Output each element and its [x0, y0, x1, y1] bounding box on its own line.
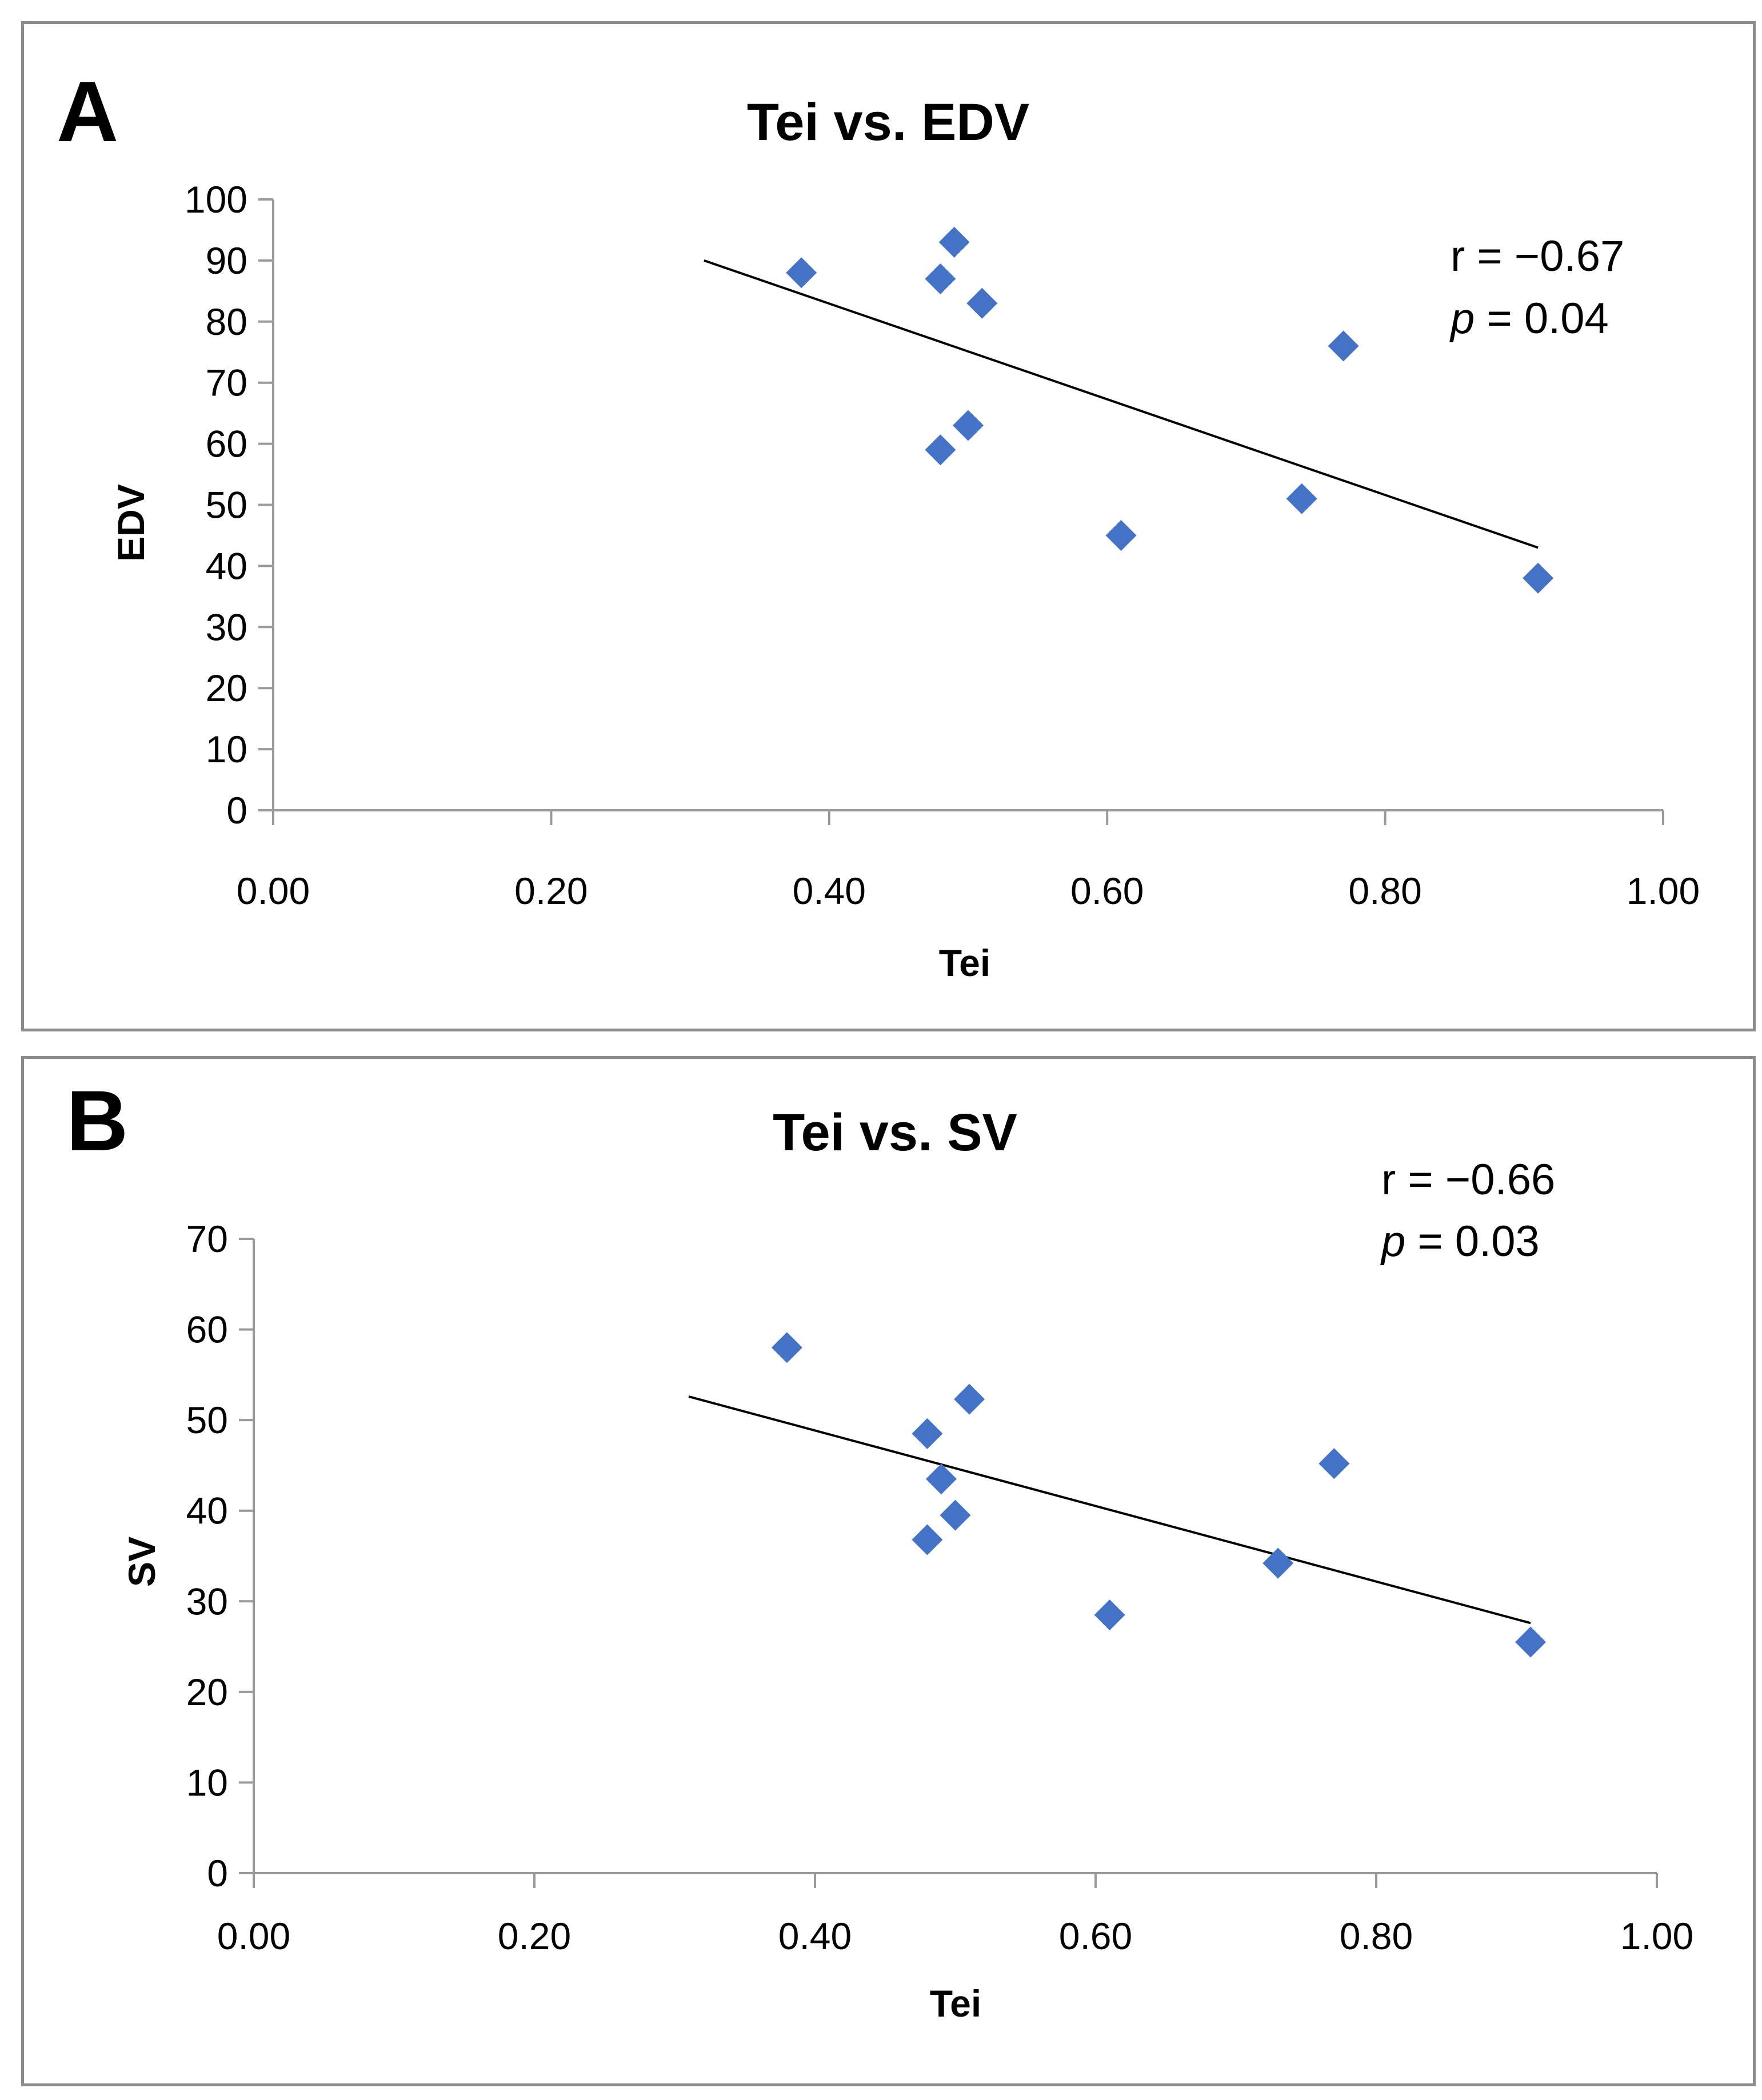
data-point-marker — [912, 1418, 943, 1449]
data-point-marker — [940, 1499, 971, 1531]
data-point-marker — [1262, 1547, 1294, 1579]
data-point-marker — [1286, 483, 1317, 514]
p-value-text-b: = 0.03 — [1405, 1217, 1540, 1266]
chart-panel-b: B Tei vs. SV 0 10 20 30 40 50 60 70 0.00 0.20 0.40… — [21, 1056, 1756, 2086]
y-tick-label: 50 — [186, 1399, 228, 1441]
y-tick-label: 10 — [186, 1761, 228, 1803]
y-tick-label: 60 — [186, 1309, 228, 1351]
data-point-marker — [1105, 519, 1137, 551]
x-tick-label: 0.80 — [1340, 1915, 1413, 1957]
x-tick-label: 0.40 — [778, 1915, 852, 1957]
y-axis-label-a: EDV — [110, 484, 152, 562]
y-tick-label: 20 — [186, 1671, 228, 1713]
plot-area-a: 0 10 20 30 40 50 60 70 80 90 100 0.00 0.20 0.40 0.60 0.… — [185, 178, 1700, 912]
y-tick-label: 0 — [226, 789, 247, 831]
x-axis-label-b: Tei — [930, 1982, 981, 2025]
data-point-marker — [771, 1332, 802, 1363]
p-symbol-a: p — [1449, 294, 1475, 343]
trendline — [704, 259, 1539, 549]
y-tick-label: 70 — [186, 1218, 228, 1260]
chart-b-svg: B Tei vs. SV 0 10 20 30 40 50 60 70 0.00 0.20 0.40… — [66, 1073, 1694, 2025]
x-axis-label-a: Tei — [939, 942, 990, 984]
chart-title-b: Tei vs. SV — [773, 1103, 1017, 1162]
y-tick-label: 40 — [186, 1490, 228, 1532]
panel-label-a: A — [57, 63, 118, 159]
y-axis-label-b: SV — [121, 1537, 163, 1587]
p-value-b: p = 0.03 — [1380, 1217, 1540, 1266]
correlation-r-a: r = −0.67 — [1451, 232, 1624, 281]
data-point-marker — [953, 410, 984, 441]
data-point-marker — [966, 287, 998, 319]
data-point-marker — [1328, 330, 1359, 362]
x-tick-label: 0.20 — [514, 870, 588, 912]
y-tick-label: 60 — [206, 423, 247, 465]
x-tick-label: 1.00 — [1627, 870, 1700, 912]
p-value-text-a: = 0.04 — [1475, 294, 1609, 343]
y-tick-label: 30 — [186, 1580, 228, 1622]
chart-panel-a: A Tei vs. EDV 0 10 20 30 40 50 60 70 80 90 100 0.00… — [21, 21, 1756, 1031]
data-point-marker — [938, 226, 970, 258]
data-point-marker — [1318, 1448, 1350, 1479]
x-tick-label: 0.60 — [1070, 870, 1144, 912]
y-tick-label: 0 — [207, 1852, 228, 1894]
y-tick-label: 70 — [206, 362, 247, 404]
y-tick-label: 40 — [206, 545, 247, 587]
data-point-marker — [1515, 1626, 1547, 1658]
x-tick-label: 0.00 — [237, 870, 310, 912]
y-tick-label: 50 — [206, 484, 247, 526]
x-tick-label: 0.00 — [217, 1915, 290, 1957]
panel-label-b: B — [66, 1073, 128, 1169]
data-point-marker — [1094, 1599, 1125, 1631]
data-point-marker — [925, 434, 956, 466]
x-tick-label: 0.80 — [1348, 870, 1421, 912]
x-tick-label: 0.20 — [498, 1915, 571, 1957]
x-tick-label: 0.40 — [793, 870, 866, 912]
p-symbol-b: p — [1380, 1217, 1405, 1266]
data-point-marker — [912, 1524, 943, 1555]
correlation-r-b: r = −0.66 — [1381, 1155, 1555, 1204]
y-tick-label: 30 — [206, 606, 247, 648]
trendline — [688, 1395, 1531, 1625]
data-point-marker — [925, 263, 956, 294]
chart-a-svg: A Tei vs. EDV 0 10 20 30 40 50 60 70 80 90 100 0.00… — [57, 63, 1700, 984]
p-value-a: p = 0.04 — [1449, 294, 1609, 343]
y-tick-label: 20 — [206, 667, 247, 709]
data-point-marker — [925, 1463, 957, 1495]
y-tick-label: 10 — [206, 728, 247, 770]
data-point-marker — [786, 257, 817, 289]
x-tick-label: 0.60 — [1059, 1915, 1132, 1957]
chart-title-a: Tei vs. EDV — [747, 93, 1029, 151]
plot-area-b: 0 10 20 30 40 50 60 70 0.00 0.20 0.40 0.60 0.80 1.00 — [186, 1218, 1694, 1957]
data-point-marker — [1523, 562, 1554, 594]
x-tick-label: 1.00 — [1620, 1915, 1693, 1957]
y-tick-label: 80 — [206, 301, 247, 343]
y-tick-label: 90 — [206, 239, 247, 282]
data-point-marker — [954, 1383, 985, 1415]
y-tick-label: 100 — [185, 178, 247, 221]
